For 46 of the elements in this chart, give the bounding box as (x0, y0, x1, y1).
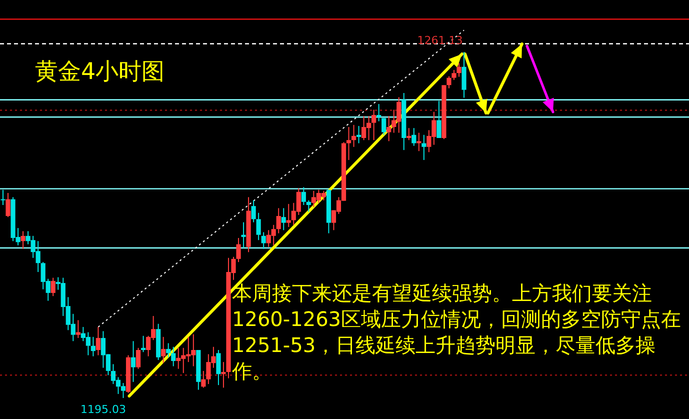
candlestick (166, 342, 171, 358)
candlestick (372, 109, 376, 141)
candlestick (276, 208, 281, 234)
candlestick (422, 134, 426, 160)
candlestick (201, 370, 206, 388)
candlestick (456, 62, 462, 78)
candlestick (351, 124, 356, 148)
candlestick (136, 347, 141, 370)
candlestick (406, 128, 412, 141)
candlestick (130, 340, 136, 382)
text: 1261.13 (417, 34, 463, 47)
candlestick (90, 336, 96, 357)
text: 1195.03 (80, 403, 126, 416)
candlestick (216, 350, 221, 386)
candlestick (306, 200, 311, 212)
candlestick (382, 118, 386, 136)
candlestick (346, 126, 352, 160)
candlestick (241, 222, 246, 248)
candlestick (0, 189, 6, 206)
candlestick (76, 320, 80, 338)
candlestick (256, 212, 261, 241)
chart-title: 黄金4小时图 (35, 59, 165, 85)
candlestick (446, 76, 452, 89)
candlestick (251, 200, 256, 223)
candlestick (161, 336, 166, 364)
candlestick (286, 203, 291, 228)
candlestick (462, 52, 466, 98)
candlestick (20, 230, 26, 250)
candlestick (386, 116, 392, 142)
candlestick (96, 326, 101, 356)
candlestick (236, 237, 241, 263)
candlestick (50, 277, 56, 297)
candlestick (221, 362, 226, 388)
candlestick (436, 100, 442, 139)
candlestick (301, 186, 306, 206)
candlestick (416, 132, 422, 152)
candlestick (356, 125, 362, 144)
candlestick (376, 103, 382, 122)
annotation: 本周接下来还是有望延续强势。上方我们要关注1260-1263区域压力位情况，回测的多空防守点在1251-53，日线延续上升趋势明显，尽量低多操作。 (232, 280, 682, 384)
candlestick (141, 335, 146, 353)
candlestick (171, 346, 176, 367)
candlestick (261, 232, 266, 250)
candlestick (6, 192, 10, 218)
candlestick (281, 208, 286, 231)
candlestick (452, 69, 456, 80)
candlestick (412, 128, 416, 146)
